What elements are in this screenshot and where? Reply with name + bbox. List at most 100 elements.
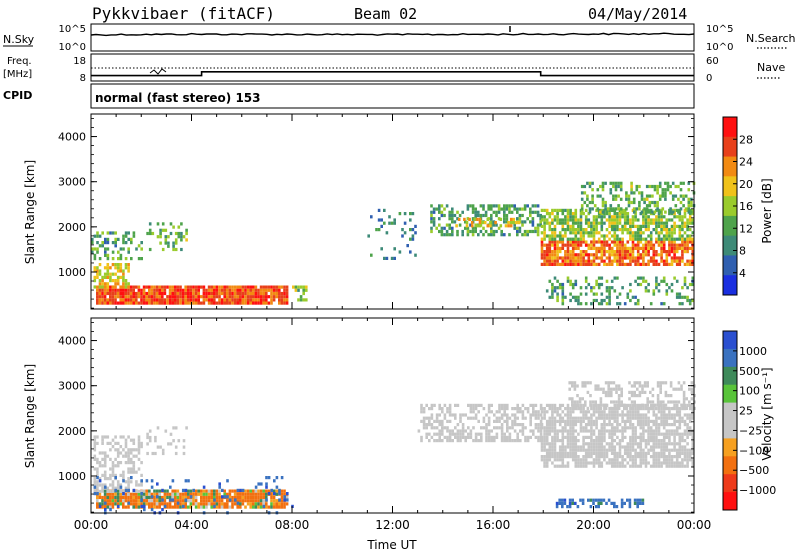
- power-cell: [626, 262, 630, 266]
- power-cell: [661, 191, 665, 195]
- velocity-cell: [127, 499, 130, 503]
- power-cell: [471, 210, 475, 214]
- velocity-cell: [579, 429, 583, 433]
- power-cell: [558, 221, 562, 225]
- power-cell: [626, 212, 630, 216]
- velocity-cell: [655, 458, 658, 462]
- power-cell: [135, 298, 138, 302]
- power-cell: [440, 204, 444, 208]
- velocity-cell: [103, 454, 107, 458]
- velocity-cell: [275, 492, 278, 496]
- power-cell: [119, 295, 122, 299]
- velocity-cell: [607, 384, 610, 388]
- power-cell: [569, 262, 572, 266]
- power-cell: [116, 279, 120, 283]
- power-cell: [647, 218, 650, 222]
- velocity-cell: [111, 470, 115, 474]
- velocity-cbar-swatch: [723, 366, 737, 386]
- power-cell: [478, 217, 482, 221]
- power-cell: [551, 212, 554, 216]
- power-cell: [551, 253, 554, 257]
- velocity-cell: [655, 423, 658, 427]
- velocity-cell: [683, 445, 687, 449]
- power-cell: [168, 295, 172, 299]
- power-cell: [187, 298, 190, 302]
- power-cell: [503, 220, 506, 224]
- velocity-cell: [574, 439, 578, 443]
- power-cell: [241, 288, 245, 292]
- velocity-cell: [691, 416, 695, 420]
- power-cell: [523, 233, 527, 237]
- velocity-cell: [597, 416, 601, 420]
- velocity-cell: [576, 384, 579, 388]
- velocity-cell: [630, 390, 634, 394]
- power-cell: [675, 262, 679, 266]
- velocity-cell: [101, 486, 104, 490]
- power-cell: [239, 295, 242, 299]
- power-cell: [561, 292, 565, 296]
- power-cell: [592, 292, 596, 296]
- power-cbar-tick-label: 4: [739, 267, 746, 280]
- power-cell: [241, 285, 245, 289]
- velocity-cell: [564, 426, 567, 430]
- power-cell: [148, 222, 152, 226]
- power-cell: [220, 301, 224, 305]
- velocity-cell: [135, 454, 138, 458]
- power-cell: [529, 210, 532, 214]
- velocity-cell: [540, 410, 544, 414]
- velocity-cell: [553, 448, 557, 452]
- velocity-cell: [524, 407, 527, 411]
- velocity-cell: [668, 410, 671, 414]
- velocity-cell: [435, 439, 439, 443]
- power-cell: [200, 301, 203, 305]
- power-cell: [101, 295, 104, 299]
- velocity-cell: [539, 419, 543, 423]
- velocity-cell: [642, 423, 645, 427]
- power-cell: [202, 288, 206, 292]
- power-cell: [673, 250, 676, 254]
- power-cbar-swatch: [723, 255, 737, 276]
- velocity-cell: [561, 445, 565, 449]
- velocity-cell: [643, 384, 647, 388]
- velocity-cell: [608, 432, 611, 436]
- nsky-tick-left-bottom: 10^0: [59, 42, 86, 53]
- power-cell: [626, 256, 630, 260]
- power-cell: [644, 221, 648, 225]
- power-cell: [619, 197, 623, 201]
- power-cell: [652, 262, 656, 266]
- velocity-cell: [616, 455, 619, 459]
- power-cell: [631, 237, 635, 241]
- velocity-cell: [213, 502, 216, 506]
- power-cell: [119, 288, 122, 292]
- velocity-cell: [477, 439, 480, 443]
- power-cell: [109, 275, 112, 279]
- velocity-cell: [579, 410, 583, 414]
- velocity-cell: [153, 495, 156, 500]
- power-cell: [116, 288, 120, 292]
- power-cell: [176, 285, 180, 289]
- power-cell: [604, 200, 607, 205]
- velocity-cell: [584, 381, 587, 385]
- power-cell: [556, 246, 559, 250]
- velocity-cell: [592, 439, 596, 443]
- velocity-cell: [551, 413, 554, 417]
- power-cell: [619, 207, 623, 211]
- velocity-cell: [135, 499, 138, 503]
- velocity-cell: [669, 400, 673, 404]
- power-cell: [566, 218, 570, 222]
- velocity-cell: [215, 505, 219, 509]
- power-cell: [644, 243, 648, 247]
- velocity-cell: [603, 451, 606, 455]
- velocity-cell: [553, 455, 557, 459]
- power-cell: [117, 250, 120, 254]
- power-cell: [629, 262, 632, 266]
- velocity-cell: [638, 390, 642, 394]
- power-cell: [684, 207, 688, 211]
- power-cell: [606, 207, 610, 211]
- power-cell: [114, 291, 117, 296]
- power-cell: [587, 218, 591, 222]
- power-cell: [583, 200, 587, 205]
- power-cell: [647, 253, 650, 257]
- power-cell: [148, 228, 152, 232]
- power-cell: [283, 288, 286, 292]
